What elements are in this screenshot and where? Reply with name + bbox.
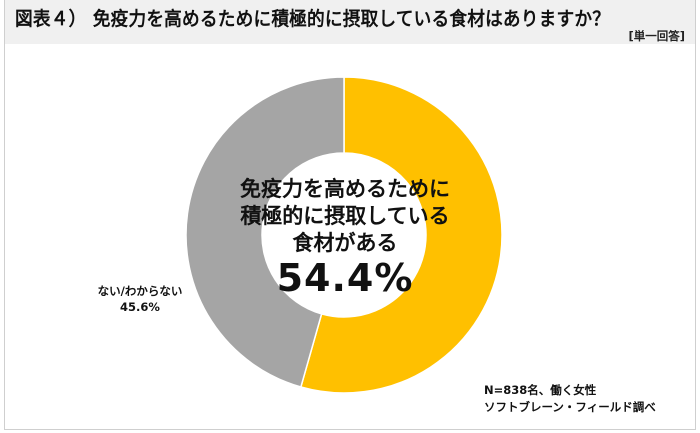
center-value: 54.4%	[276, 256, 414, 300]
slice-no	[185, 76, 345, 388]
center-label-line-1: 免疫力を高めるために	[240, 177, 450, 201]
center-label: 免疫力を高めるために 積極的に摂取している 食材がある	[220, 176, 470, 257]
no-slice-category: ない/わからない	[97, 284, 183, 298]
slice-yes	[299, 76, 503, 394]
center-label-line-2: 積極的に摂取している	[240, 204, 450, 228]
answer-type-label: [単一回答]	[628, 29, 685, 43]
sample-size-note: N=838名、働く女性	[484, 383, 597, 397]
chart-title: 図表４） 免疫力を高めるために積極的に摂取している食材はありますか？	[15, 8, 611, 30]
center-label-line-3: 食材がある	[292, 231, 398, 255]
source-credit: ソフトブレーン・フィールド調べ	[484, 400, 656, 414]
title-bar: 図表４） 免疫力を高めるために積極的に摂取している食材はありますか？ [単一回答…	[5, 0, 695, 44]
no-slice-label: ない/わからない 45.6%	[80, 283, 200, 315]
no-slice-value: 45.6%	[120, 300, 160, 314]
donut-slices	[185, 76, 503, 394]
source-note: N=838名、働く女性 ソフトブレーン・フィールド調べ	[484, 382, 656, 416]
